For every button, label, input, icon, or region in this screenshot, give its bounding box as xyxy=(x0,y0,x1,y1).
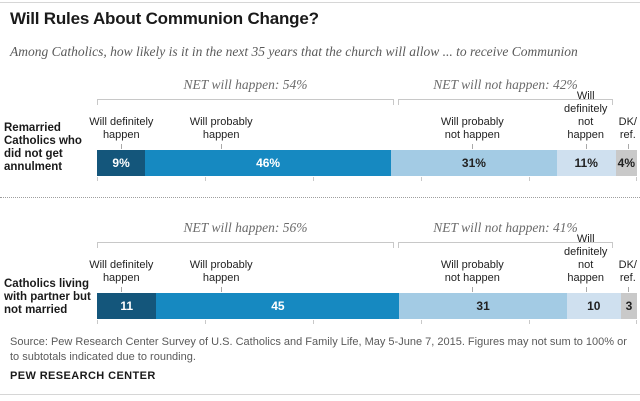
charts-divider xyxy=(0,197,640,198)
chart-row-2: Catholics living with partner but not ma… xyxy=(0,218,640,327)
net-row: NET will happen: 54% NET will not happen:… xyxy=(97,75,637,97)
row-category-label: Catholics living with partner but not ma… xyxy=(4,278,91,316)
chart-row-1: Remarried Catholics who did not get annu… xyxy=(0,75,640,184)
axis-tick xyxy=(97,177,98,181)
segment-label: Will probably not happen xyxy=(440,259,504,284)
source-note: Source: Pew Research Center Survey of U.… xyxy=(10,336,627,363)
axis-tick-row xyxy=(97,176,637,184)
bar-segment-2: 45 xyxy=(156,293,400,319)
segment-labels-row: Will definitely happen Will probably happ… xyxy=(89,90,637,143)
axis-tick-row xyxy=(97,319,637,327)
segment-pointer-tick xyxy=(221,287,223,292)
bar-segment-1: 9% xyxy=(97,150,146,176)
net-will-happen-label: NET will happen: 54% xyxy=(183,77,308,92)
bracket-will-not-happen xyxy=(397,242,614,249)
bar-segment-3: 31 xyxy=(399,293,567,319)
net-will-not-happen-label: NET will not happen: 42% xyxy=(433,77,578,92)
net-will-not-happen-label: NET will not happen: 41% xyxy=(433,220,578,235)
segment-pointer-tick xyxy=(121,144,123,149)
segment-pointer-tick xyxy=(472,144,474,149)
axis-tick xyxy=(529,320,530,324)
axis-tick xyxy=(636,177,637,181)
axis-tick xyxy=(205,177,206,181)
segment-label: Will definitely happen xyxy=(89,116,154,141)
bar-segment-5: 4% xyxy=(615,150,638,176)
segment-labels-row: Will definitely happen Will probably happ… xyxy=(89,233,637,286)
segment-label: Will definitely not happen xyxy=(563,90,608,141)
axis-tick xyxy=(97,320,98,324)
segment-pointer-tick xyxy=(627,144,629,149)
page-title: Will Rules About Communion Change? xyxy=(10,9,319,28)
bottom-rule xyxy=(0,394,640,395)
segment-label: DK/ ref. xyxy=(618,116,637,141)
bar-segment-2: 46% xyxy=(145,150,392,176)
axis-tick xyxy=(205,320,206,324)
plot-area: NET will happen: 56% NET will not happen:… xyxy=(89,218,638,327)
stacked-bar: 11 45 31 10 3 xyxy=(97,293,638,319)
net-will-happen-label: NET will happen: 56% xyxy=(183,220,308,235)
segment-label: Will definitely happen xyxy=(89,259,154,284)
bracket-row xyxy=(97,97,637,105)
bracket-will-happen xyxy=(97,242,394,249)
segment-pointer-tick xyxy=(221,144,223,149)
plot-area: NET will happen: 54% NET will not happen:… xyxy=(89,75,638,184)
segment-label: DK/ ref. xyxy=(618,259,637,284)
bracket-row xyxy=(97,240,637,248)
segment-pointer-tick xyxy=(585,287,587,292)
axis-tick xyxy=(421,320,422,324)
bracket-will-happen xyxy=(97,99,394,106)
segment-label: Will probably happen xyxy=(189,259,253,284)
bar-segment-4: 10 xyxy=(566,293,621,319)
axis-tick xyxy=(313,177,314,181)
axis-tick xyxy=(313,320,314,324)
row-category-label: Remarried Catholics who did not get annu… xyxy=(4,122,82,173)
segment-pointer-tick xyxy=(585,144,587,149)
net-row: NET will happen: 56% NET will not happen:… xyxy=(97,218,637,240)
bar-segment-5: 3 xyxy=(620,293,638,319)
top-rule xyxy=(0,2,640,3)
segment-label: Will probably not happen xyxy=(440,116,504,141)
segment-pointer-tick xyxy=(627,287,629,292)
bar-segment-1: 11 xyxy=(97,293,157,319)
bar-segment-3: 31% xyxy=(391,150,557,176)
segment-pointer-tick xyxy=(121,287,123,292)
segment-tick-row xyxy=(97,143,637,150)
segment-pointer-tick xyxy=(472,287,474,292)
segment-label: Will definitely not happen xyxy=(563,233,608,284)
axis-tick xyxy=(529,177,530,181)
bar-segment-4: 11% xyxy=(556,150,616,176)
chart-subtitle: Among Catholics, how likely is it in the… xyxy=(10,44,578,59)
axis-tick xyxy=(636,320,637,324)
bracket-will-not-happen xyxy=(397,99,614,106)
segment-label: Will probably happen xyxy=(189,116,253,141)
stacked-bar: 9% 46% 31% 11% 4% xyxy=(97,150,638,176)
branding-label: PEW RESEARCH CENTER xyxy=(10,370,156,382)
axis-tick xyxy=(421,177,422,181)
segment-tick-row xyxy=(97,286,637,293)
